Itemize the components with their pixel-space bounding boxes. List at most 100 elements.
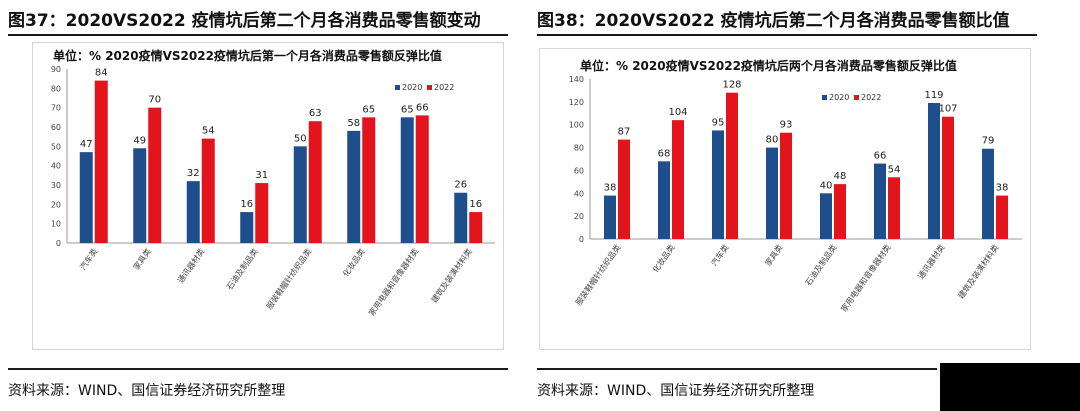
bar: [928, 103, 940, 239]
bar: [308, 121, 322, 243]
y-tick-label: 50: [51, 142, 61, 151]
right-title-rule: [537, 34, 1037, 36]
bar-value-label: 63: [309, 108, 322, 119]
y-tick-label: 80: [574, 144, 584, 153]
x-tick-label: 服装鞋帽针纺织品类: [264, 246, 313, 311]
bar: [672, 120, 684, 239]
y-tick-label: 60: [51, 123, 61, 132]
bar: [415, 115, 429, 243]
y-tick-label: 40: [51, 162, 61, 171]
bar: [888, 177, 900, 239]
bar-value-label: 79: [982, 136, 995, 147]
right-source-rule: [537, 368, 937, 370]
left-chart-frame: 单位：% 2020疫情VS2022疫情坑后第一个月各消费品零售额反弹比值 0 10 2…: [32, 42, 504, 350]
bar-value-label: 54: [888, 164, 901, 175]
x-tick-label: 汽车类: [709, 242, 731, 267]
legend-swatch: [822, 95, 827, 100]
bar: [133, 148, 147, 243]
left-source-rule: [8, 368, 508, 370]
bar: [942, 116, 954, 239]
legend-label: 2022: [861, 93, 881, 102]
legend-label: 2020: [402, 83, 422, 92]
chart-title: 单位：% 2020疫情VS2022疫情坑后第一个月各消费品零售额反弹比值: [53, 48, 442, 63]
left-bar-chart: 单位：% 2020疫情VS2022疫情坑后第一个月各消费品零售额反弹比值 0 10 2…: [51, 48, 495, 318]
y-tick-label: 100: [569, 121, 584, 130]
bar-value-label: 26: [454, 180, 467, 191]
bar: [874, 163, 886, 239]
bar: [240, 212, 254, 243]
x-tick-label: 汽车类: [77, 246, 99, 271]
y-tick-label: 90: [51, 65, 61, 74]
bar: [362, 117, 376, 243]
bar-value-label: 119: [924, 90, 943, 101]
bar-value-label: 95: [712, 117, 725, 128]
bar-value-label: 48: [834, 171, 847, 182]
y-tick-label: 80: [51, 84, 61, 93]
bar: [347, 130, 361, 243]
bar: [820, 193, 832, 239]
bar-value-label: 58: [347, 118, 360, 129]
y-tick-label: 0: [579, 235, 584, 244]
bar-value-label: 38: [996, 183, 1009, 194]
bar-value-label: 107: [938, 104, 957, 115]
bar: [618, 139, 630, 239]
bar: [79, 152, 93, 243]
bar-value-label: 40: [820, 180, 833, 191]
bar: [726, 92, 738, 239]
y-tick-label: 140: [569, 75, 584, 84]
x-tick-label: 建筑及装潢材料类: [956, 242, 1001, 300]
bar-value-label: 16: [240, 199, 253, 210]
bar: [712, 130, 724, 239]
x-tick-label: 家具类: [763, 242, 785, 267]
bar: [834, 184, 846, 239]
left-title-rule: [8, 34, 508, 36]
bar-value-label: 47: [80, 139, 93, 150]
bar-value-label: 104: [668, 107, 687, 118]
corner-logo: [940, 363, 1080, 411]
bar-value-label: 128: [722, 80, 741, 91]
bar-value-label: 66: [874, 151, 887, 162]
bar: [186, 181, 200, 243]
bar: [780, 132, 792, 239]
bar-value-label: 65: [362, 104, 375, 115]
y-tick-label: 10: [51, 220, 61, 229]
bar-value-label: 87: [618, 127, 631, 138]
bar: [148, 107, 162, 244]
x-tick-label: 建筑及装潢材料类: [429, 246, 474, 304]
bar-value-label: 65: [401, 104, 414, 115]
legend-swatch: [854, 95, 859, 100]
left-figure: 图37：2020VS2022 疫情坑后第二个月各消费品零售额变动 单位：% 20…: [8, 0, 513, 411]
bar: [604, 195, 616, 239]
y-tick-label: 60: [574, 166, 584, 175]
y-tick-label: 30: [51, 181, 61, 190]
bar: [94, 80, 108, 243]
bar-value-label: 50: [294, 133, 307, 144]
x-tick-label: 石油及制品类: [224, 246, 260, 291]
x-tick-label: 家用电器和音像器材类: [839, 242, 893, 313]
bar-value-label: 16: [469, 199, 482, 210]
y-tick-label: 70: [51, 104, 61, 113]
chart-title: 单位：% 2020疫情VS2022疫情坑后两个月各消费品零售额反弹比值: [580, 58, 957, 73]
left-source-note: 资料来源：WIND、国信证券经济研究所整理: [8, 383, 286, 399]
bar-value-label: 38: [604, 183, 617, 194]
y-tick-label: 0: [56, 239, 61, 248]
bar-value-label: 68: [658, 148, 671, 159]
x-tick-label: 石油及制品类: [803, 242, 839, 287]
bar-value-label: 70: [148, 95, 161, 106]
y-tick-label: 20: [51, 200, 61, 209]
legend-swatch: [427, 85, 432, 90]
bar: [658, 161, 670, 239]
right-figure-title: 图38：2020VS2022 疫情坑后第二个月各消费品零售额比值: [537, 11, 1010, 31]
x-tick-label: 服装鞋帽针纺织品类: [573, 242, 622, 307]
y-tick-label: 40: [574, 189, 584, 198]
bar: [766, 147, 778, 239]
bar-value-label: 93: [780, 120, 793, 131]
bar-value-label: 84: [95, 68, 108, 79]
right-chart-frame: 单位：% 2020疫情VS2022疫情坑后两个月各消费品零售额反弹比值 0 20 40…: [539, 48, 1031, 350]
bar: [293, 146, 307, 243]
right-source-note: 资料来源：WIND、国信证券经济研究所整理: [537, 383, 815, 399]
bar: [255, 183, 269, 243]
x-tick-label: 化妆品类: [650, 242, 677, 274]
bar-value-label: 80: [766, 135, 779, 146]
bar-value-label: 66: [416, 102, 429, 113]
